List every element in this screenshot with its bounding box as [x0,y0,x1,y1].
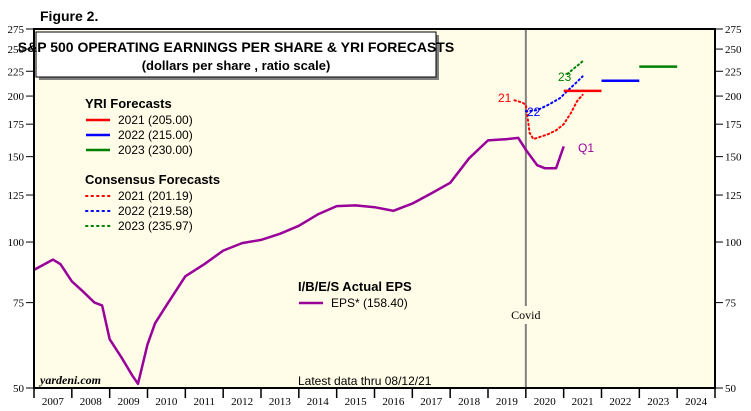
q1-label: Q1 [578,141,594,155]
x-tick-label: 2023 [647,396,670,408]
legend-group-title: YRI Forecasts [85,96,172,111]
forecast-label-23: 23 [558,70,572,84]
legend-item-label: 2021 (201.19) [118,189,193,203]
x-tick-label: 2008 [80,396,103,408]
x-tick-label: 2018 [458,396,481,408]
y-tick-label-left: 250 [8,44,25,56]
y-tick-label-right: 275 [725,24,742,36]
y-tick-label-left: 175 [8,119,25,131]
legend-group-title: I/B/E/S Actual EPS [298,279,412,294]
x-tick-label: 2009 [118,396,141,408]
legend-item-label: 2021 (205.00) [118,113,193,127]
chart-title: S&P 500 OPERATING EARNINGS PER SHARE & Y… [18,39,454,55]
series-line-consensus-2023 [566,60,584,76]
y-tick-label-left: 225 [8,66,25,78]
x-tick-label: 2010 [155,396,178,408]
x-tick-label: 2016 [382,396,405,408]
plot-background [34,29,715,388]
x-tick-label: 2007 [42,396,65,408]
title-box [35,31,437,78]
x-tick-label: 2014 [307,396,330,408]
x-tick-label: 2011 [193,396,215,408]
x-tick-label: 2013 [269,396,292,408]
figure-label: Figure 2. [40,8,99,24]
y-tick-label-left: 200 [8,91,25,103]
y-tick-label-left: 75 [13,298,25,310]
x-tick-label: 2022 [609,396,631,408]
y-tick-label-right: 175 [725,119,742,131]
forecast-label-22: 22 [527,105,541,119]
forecast-label-21: 21 [498,91,512,105]
legend-item-label: EPS* (158.40) [331,296,408,310]
y-tick-label-left: 125 [8,190,25,202]
x-tick-label: 2015 [345,396,368,408]
y-tick-label-right: 250 [725,44,742,56]
x-tick-label: 2012 [231,396,253,408]
y-tick-label-right: 125 [725,190,742,202]
x-tick-label: 2017 [420,396,443,408]
series-line-eps- [33,136,565,386]
y-tick-label-left: 100 [8,237,25,249]
y-tick-label-left: 275 [8,24,25,36]
chart-subtitle: (dollars per share , ratio scale) [142,58,331,73]
legend-group-title: Consensus Forecasts [85,172,220,187]
y-tick-label-left: 50 [13,383,25,395]
legend-item-label: 2022 (215.00) [118,128,193,142]
plot-frame [33,28,716,389]
x-tick-label: 2021 [572,396,594,408]
y-tick-label-right: 200 [725,91,742,103]
x-tick-label: 2019 [496,396,519,408]
series-line-consensus-2021 [513,93,584,141]
source-label: yardeni.com [38,373,101,387]
covid-label: Covid [511,308,540,322]
y-tick-label-right: 225 [725,66,742,78]
x-tick-label: 2020 [534,396,557,408]
y-tick-label-right: 100 [725,237,742,249]
x-tick-label: 2024 [685,396,708,408]
y-tick-label-right: 75 [725,298,737,310]
legend-item-label: 2023 (235.97) [118,219,193,233]
legend-item-label: 2023 (230.00) [118,143,193,157]
y-tick-label-left: 150 [8,152,25,164]
y-tick-label-right: 150 [725,152,742,164]
y-tick-label-right: 50 [725,383,737,395]
covid-label-bg [505,306,546,324]
legend-item-label: 2022 (219.58) [118,204,193,218]
series-line-consensus-2022 [524,75,584,113]
latest-data-label: Latest data thru 08/12/21 [298,374,432,388]
